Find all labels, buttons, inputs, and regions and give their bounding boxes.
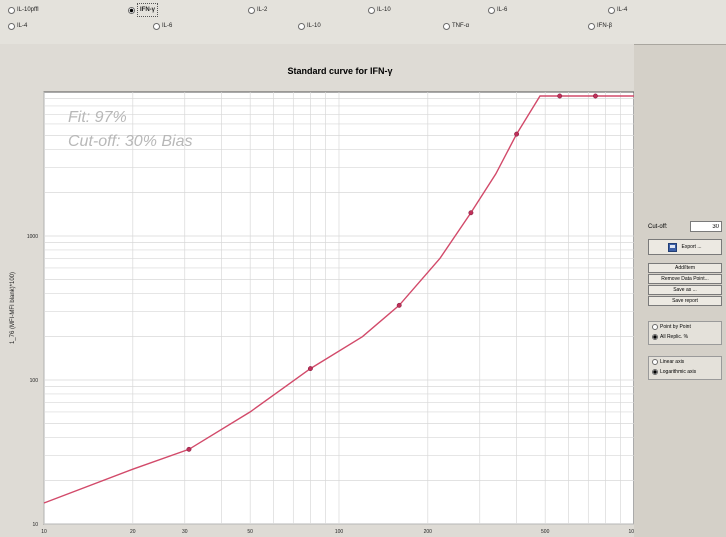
export-button-label: Export ... bbox=[681, 244, 702, 250]
option-label: All Replic. % bbox=[660, 334, 689, 340]
analyte-radio-r2-5[interactable]: IFN-β bbox=[588, 20, 612, 32]
save-report-button[interactable]: Save report bbox=[648, 296, 722, 306]
analyte-radio-r1-6[interactable]: IL-4 bbox=[608, 4, 627, 16]
analyte-label: IFN-γ bbox=[137, 3, 158, 17]
analyte-selector-bar: IL-10pffl IFN-γ IL-2 IL-10 IL-6 IL-4 IL-4 IL-6 I… bbox=[0, 0, 726, 45]
analyte-label: IFN-β bbox=[597, 23, 613, 29]
analyte-label: IL-6 bbox=[497, 7, 508, 13]
radio-circle-icon bbox=[368, 6, 375, 14]
analyte-radio-r1-1[interactable]: IL-10pffl bbox=[8, 4, 39, 16]
analyte-label: IL-10pffl bbox=[17, 7, 39, 13]
logarithmic-axis-option[interactable]: Logarithmic axis bbox=[652, 367, 721, 377]
y-tick-label: 10 bbox=[32, 522, 38, 528]
analyte-radio-r2-2[interactable]: IL-6 bbox=[153, 20, 172, 32]
x-tick-label: 1000 bbox=[628, 529, 634, 535]
radio-circle-icon bbox=[8, 22, 15, 30]
radio-circle-icon bbox=[588, 22, 595, 30]
analyte-label: IL-10 bbox=[377, 7, 391, 13]
option-label: Logarithmic axis bbox=[660, 369, 697, 375]
data-point bbox=[186, 446, 192, 452]
analyte-label: IL-4 bbox=[17, 23, 28, 29]
cutoff-label: Cut-off: bbox=[648, 224, 668, 230]
radio-circle-icon bbox=[153, 22, 160, 30]
x-tick-label: 100 bbox=[335, 529, 344, 535]
fit-curve bbox=[43, 95, 634, 504]
data-point bbox=[307, 366, 313, 372]
radio-circle-icon bbox=[652, 369, 658, 375]
analyte-radio-r1-3[interactable]: IL-2 bbox=[248, 4, 267, 16]
radio-circle-icon bbox=[128, 6, 135, 14]
analyte-label: IL-6 bbox=[162, 23, 173, 29]
analyte-label: TNF-α bbox=[452, 23, 470, 29]
point-mode-group: Point by Point All Replic. % bbox=[648, 321, 722, 345]
cutoff-input[interactable] bbox=[690, 221, 722, 232]
chart-area: Standard curve for IFN-γ 1_76 (MFI-MFI bl… bbox=[0, 44, 634, 537]
radio-circle-icon bbox=[652, 334, 658, 340]
x-tick-label: 500 bbox=[541, 529, 550, 535]
radio-circle-icon bbox=[443, 22, 450, 30]
x-tick-label: 30 bbox=[182, 529, 188, 535]
radio-circle-icon bbox=[248, 6, 255, 14]
all-replicates-option[interactable]: All Replic. % bbox=[652, 332, 721, 342]
analyte-radio-r2-3[interactable]: IL-10 bbox=[298, 20, 321, 32]
standard-curve-chart: Standard curve for IFN-γ 1_76 (MFI-MFI bl… bbox=[10, 66, 634, 535]
chart-title: Standard curve for IFN-γ bbox=[287, 66, 392, 76]
x-tick-label: 20 bbox=[130, 529, 136, 535]
side-panel: Cut-off: Export ... Add/Item Remove Data… bbox=[638, 44, 726, 537]
data-point bbox=[468, 210, 474, 216]
analyte-label: IL-4 bbox=[617, 7, 628, 13]
linear-axis-option[interactable]: Linear axis bbox=[652, 357, 721, 367]
option-label: Point by Point bbox=[660, 324, 691, 330]
y-axis-label: 1_76 (MFI-MFI blank)*100) bbox=[10, 272, 16, 344]
analyte-radio-r2-1[interactable]: IL-4 bbox=[8, 20, 27, 32]
cutoff-annotation: Cut-off: 30% Bias bbox=[68, 133, 193, 150]
radio-circle-icon bbox=[8, 6, 15, 14]
radio-circle-icon bbox=[652, 359, 658, 365]
analyte-radio-r1-4[interactable]: IL-10 bbox=[368, 4, 391, 16]
analyte-label: IL-2 bbox=[257, 7, 268, 13]
save-disk-icon bbox=[668, 242, 678, 252]
radio-circle-icon bbox=[608, 6, 615, 14]
y-tick-label: 100 bbox=[30, 378, 39, 384]
data-point bbox=[396, 302, 402, 308]
fit-annotation: Fit: 97% bbox=[68, 109, 127, 126]
radio-circle-icon bbox=[488, 6, 495, 14]
axis-mode-group: Linear axis Logarithmic axis bbox=[648, 356, 722, 380]
analyte-radio-r2-4[interactable]: TNF-α bbox=[443, 20, 469, 32]
point-by-point-option[interactable]: Point by Point bbox=[652, 322, 721, 332]
x-tick-label: 10 bbox=[41, 529, 47, 535]
x-tick-label: 50 bbox=[247, 529, 253, 535]
analyte-radio-r1-2[interactable]: IFN-γ bbox=[128, 3, 158, 17]
radio-circle-icon bbox=[652, 324, 658, 330]
grid bbox=[43, 92, 634, 525]
data-point bbox=[557, 93, 563, 99]
x-tick-label: 200 bbox=[424, 529, 433, 535]
export-button[interactable]: Export ... bbox=[648, 239, 722, 255]
remove-data-point-button[interactable]: Remove Data Point... bbox=[648, 274, 722, 284]
y-tick-label: 1000 bbox=[27, 234, 38, 240]
analyte-radio-r1-5[interactable]: IL-6 bbox=[488, 4, 507, 16]
data-point bbox=[514, 131, 520, 137]
radio-circle-icon bbox=[298, 22, 305, 30]
save-as-button[interactable]: Save as ... bbox=[648, 285, 722, 295]
data-point bbox=[592, 93, 598, 99]
add-item-button[interactable]: Add/Item bbox=[648, 263, 722, 273]
option-label: Linear axis bbox=[660, 359, 685, 365]
analyte-label: IL-10 bbox=[307, 23, 321, 29]
